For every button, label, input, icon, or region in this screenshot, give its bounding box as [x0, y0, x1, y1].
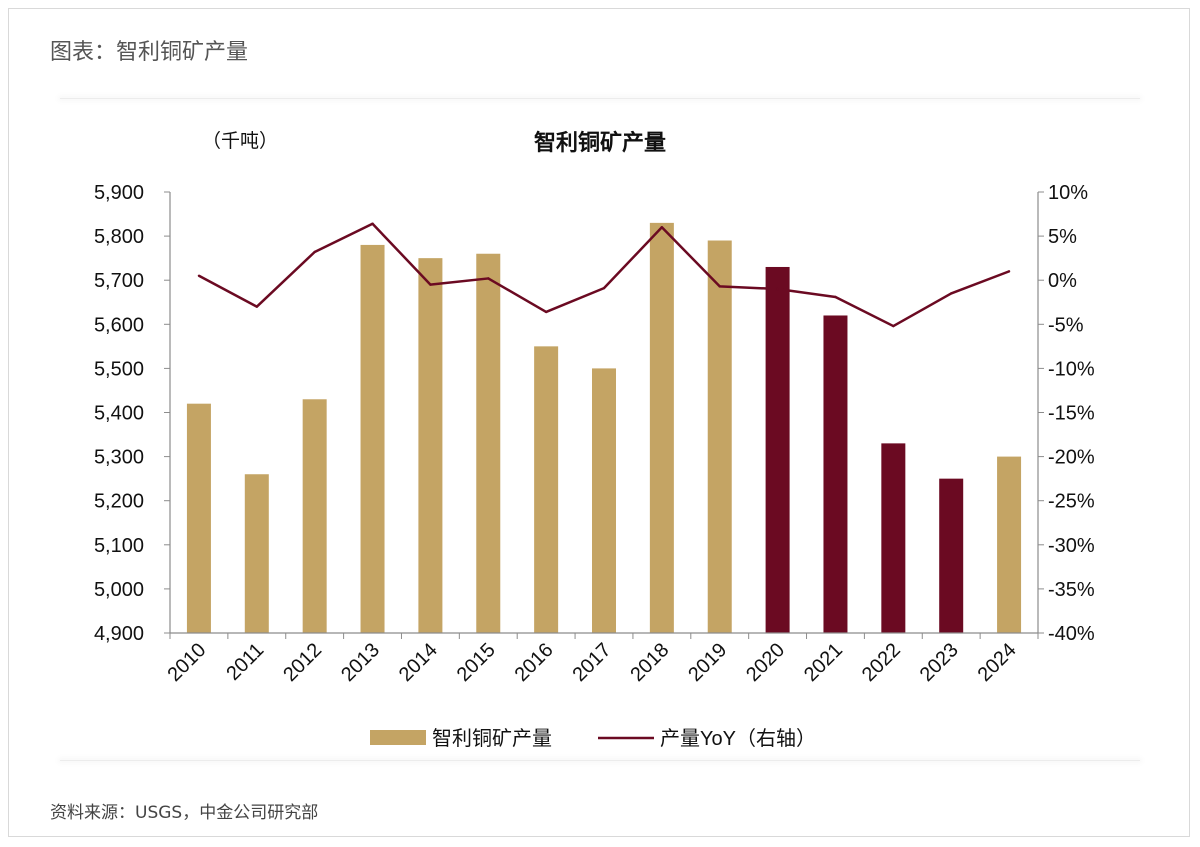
bars-layer	[186, 222, 1022, 634]
bar-2020	[765, 266, 790, 633]
bar-2014	[418, 258, 443, 633]
bar-2012	[302, 399, 327, 633]
y-left-tick-label: 4,900	[94, 623, 144, 645]
top-divider	[60, 98, 1140, 99]
y-right-tick-label: -20%	[1048, 447, 1095, 469]
x-tick-label: 2014	[395, 639, 442, 686]
x-tick-label: 2023	[916, 639, 963, 686]
x-tick-label: 2011	[222, 639, 268, 685]
bar-2010	[186, 403, 211, 633]
x-tick-label: 2019	[684, 639, 731, 686]
line-layer	[197, 222, 1011, 328]
y-right-tick-label: -15%	[1048, 403, 1095, 425]
yoy-point-2013	[371, 222, 374, 225]
yoy-point-2020	[776, 287, 779, 291]
bar-2015	[476, 253, 501, 634]
y-right-tick-label: -10%	[1048, 358, 1095, 380]
x-tick-label: 2013	[337, 639, 384, 686]
x-tick-label: 2020	[742, 639, 789, 686]
y-left-tick-label: 5,100	[94, 535, 144, 557]
bar-2011	[244, 474, 269, 633]
x-tick-label: 2024	[974, 639, 1021, 686]
legend-line-label: 产量YoY（右轴）	[660, 727, 816, 750]
figure-title: 图表：智利铜矿产量	[50, 40, 249, 65]
y-right-tick-label: 5%	[1048, 226, 1077, 248]
y-left-tick-label: 5,600	[94, 314, 144, 336]
y-right-tick-label: 10%	[1048, 182, 1088, 204]
y-right-tick-label: -30%	[1048, 535, 1095, 557]
bar-2013	[360, 244, 385, 634]
y-right-tick-label: -25%	[1048, 491, 1095, 513]
y-right-tick-label: -35%	[1048, 579, 1095, 601]
x-tick-label: 2012	[279, 639, 326, 686]
yoy-point-2017	[602, 286, 606, 290]
y-left-tick-label: 5,200	[94, 491, 144, 513]
y-left-tick-label: 5,900	[94, 182, 144, 204]
x-tick-label: 2016	[511, 639, 558, 686]
legend-bar-label: 智利铜矿产量	[432, 727, 552, 750]
chart-title: 智利铜矿产量	[534, 130, 666, 155]
x-tick-label: 2017	[569, 639, 616, 686]
yoy-point-2015	[487, 277, 490, 280]
yoy-point-2023	[950, 292, 953, 295]
bar-2024	[997, 456, 1022, 633]
y-unit-label: （千吨）	[202, 130, 278, 152]
yoy-point-2018	[660, 226, 664, 229]
yoy-point-2019	[718, 285, 721, 288]
x-tick-label: 2010	[163, 639, 210, 686]
x-tick-label: 2018	[626, 639, 673, 686]
bar-2021	[823, 315, 848, 633]
yoy-point-2012	[313, 250, 316, 254]
y-left-tick-label: 5,800	[94, 226, 144, 248]
x-tick-label: 2021	[800, 639, 847, 686]
yoy-line	[198, 222, 1010, 328]
bar-2019	[707, 240, 732, 633]
bottom-divider	[60, 760, 1140, 761]
y-left-tick-label: 5,500	[94, 358, 144, 380]
x-tick-label: 2015	[453, 639, 500, 686]
yoy-point-2014	[429, 283, 432, 286]
y-right-tick-label: -40%	[1048, 623, 1095, 645]
yoy-point-2022	[892, 324, 895, 328]
legend-bar-swatch	[370, 730, 426, 745]
bar-2018	[649, 222, 674, 633]
yoy-point-2024	[1007, 270, 1011, 273]
y-left-tick-label: 5,300	[94, 447, 144, 469]
yoy-point-2021	[834, 295, 837, 299]
y-right-tick-label: 0%	[1048, 270, 1077, 292]
y-left-tick-label: 5,000	[94, 579, 144, 601]
bar-2023	[939, 478, 964, 633]
source-note: 资料来源：USGS，中金公司研究部	[50, 803, 319, 823]
yoy-point-2016	[544, 310, 548, 314]
bar-2016	[534, 346, 559, 633]
bar-2022	[881, 443, 906, 633]
legend: 智利铜矿产量 产量YoY（右轴）	[370, 727, 816, 750]
yoy-point-2011	[255, 305, 258, 308]
yoy-point-2010	[197, 274, 201, 277]
y-left-tick-label: 5,400	[94, 403, 144, 425]
bar-2017	[592, 368, 616, 633]
y-right-tick-label: -5%	[1048, 314, 1084, 336]
y-left-tick-label: 5,700	[94, 270, 144, 292]
x-tick-label: 2022	[858, 639, 905, 686]
